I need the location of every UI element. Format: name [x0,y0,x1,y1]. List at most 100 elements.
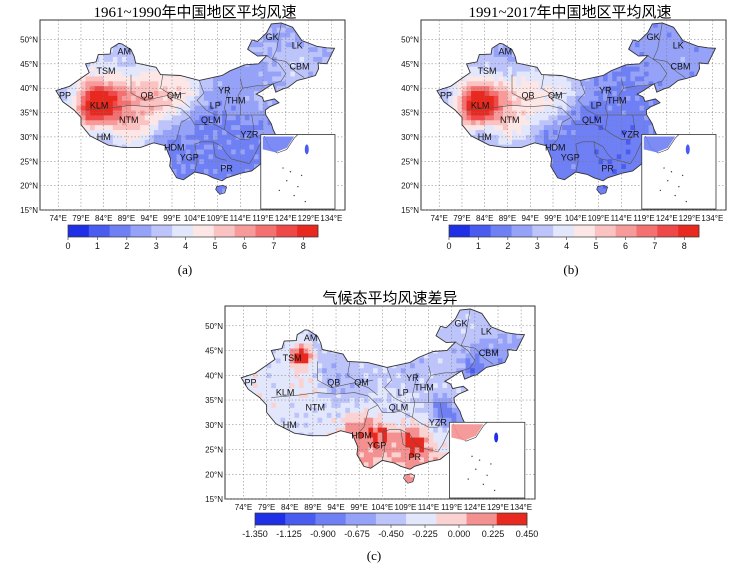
heat-cell [648,37,654,43]
heat-cell [299,71,305,77]
heat-cell [666,71,672,77]
heat-cell [694,56,700,62]
heat-cell [644,105,650,111]
heat-cell [566,115,572,121]
heat-cell [217,119,223,126]
heat-cell [648,129,654,135]
heat-cell [653,71,659,77]
lat-tick-label: 35°N [20,109,38,118]
heat-cell [571,168,577,174]
heat-cell [276,22,282,28]
heat-cell [331,46,335,53]
heat-cell [634,46,640,53]
heat-cell [530,66,536,72]
heat-cell [231,144,237,150]
heat-cell [575,90,581,96]
heat-cell [322,51,328,57]
heat-cell [557,110,563,116]
heat-cell [90,105,96,111]
heat-cell [625,144,631,150]
heat-cell [571,153,577,160]
heat-cell [222,115,228,121]
heat-cell [235,168,241,174]
colorbar-segment [636,225,658,237]
lat-tick-label: 50°N [401,35,419,44]
heat-cell [244,71,250,77]
heat-cell [217,158,223,165]
heat-cell [108,139,114,145]
heat-cell [498,124,504,131]
heat-cell [648,51,654,57]
heat-cell [112,105,118,111]
heat-cell [71,85,77,92]
heat-cell [117,100,123,106]
heat-cell [502,100,508,106]
heat-cell [607,163,613,169]
heat-cell [185,144,191,150]
heat-cell [680,46,686,53]
heat-cell [489,119,495,126]
heat-cell [235,80,241,87]
heat-cell [634,90,640,96]
heat-cell [539,95,545,101]
heat-cell [502,80,508,87]
region-label-pp: PP [59,91,71,101]
heat-cell [235,76,241,82]
heat-cell [648,100,654,106]
heat-cell [616,144,622,150]
heat-cell [634,100,640,106]
heat-cell [630,139,636,145]
heat-cell [507,119,513,126]
heat-cell [281,80,287,87]
lon-tick-label: 79°E [72,214,89,223]
heat-cell [589,85,595,92]
heat-cell [240,95,246,101]
heat-cell [557,76,563,82]
heat-cell [562,144,568,150]
heat-cell [634,124,640,131]
heat-cell [176,158,182,165]
heat-cell [566,144,572,150]
heat-cell [625,90,631,96]
heat-cell [244,80,250,87]
heat-cell [121,124,127,131]
heat-cell [126,144,132,150]
heat-cell [308,51,314,57]
heat-cell [571,85,577,92]
heat-cell [612,80,618,87]
heat-cell [240,149,246,155]
heat-cell [466,110,472,116]
heat-cell [466,76,472,82]
heat-cell [231,168,237,174]
heat-cell [121,105,127,111]
heat-cell [190,100,196,106]
heat-cell [548,90,554,96]
heat-cell [666,76,672,82]
heat-cell [489,56,495,62]
heat-cell [199,163,205,169]
heat-cell [598,90,604,96]
heat-cell [498,105,504,111]
heat-cell [666,46,672,53]
heat-cell [131,124,136,131]
heat-cell [607,139,613,145]
heat-cell [281,71,287,77]
heat-cell [489,115,495,121]
heat-cell [208,144,214,150]
heat-cell [557,163,563,169]
heat-cell [634,95,640,101]
heat-cell [525,129,531,135]
heat-cell [249,124,255,131]
heat-cell [140,66,146,72]
heat-cell [162,124,168,131]
heat-cell [512,105,517,111]
heat-cell [263,32,269,38]
heat-cell [539,124,545,131]
heat-cell [480,85,486,92]
heat-cell [662,27,668,33]
heat-cell [290,32,296,38]
lat-tick-label: 35°N [401,109,419,118]
heat-cell [625,124,631,131]
heat-cell [480,129,486,135]
heat-cell [190,144,196,150]
